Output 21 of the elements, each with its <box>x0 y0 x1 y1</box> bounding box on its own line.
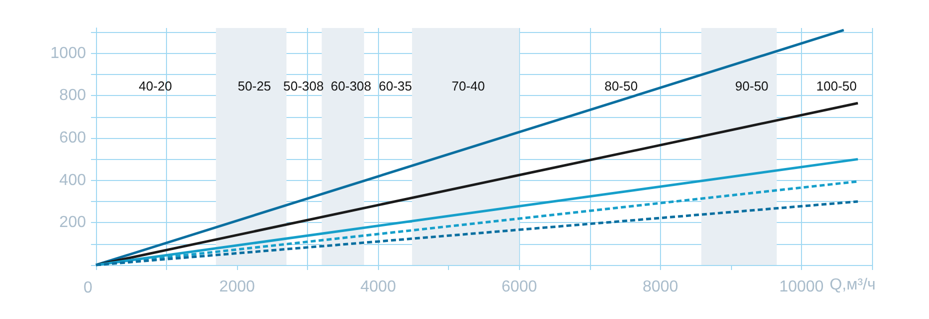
annotation: 60-308 <box>330 78 372 94</box>
y-tick-label: 800 <box>59 87 86 104</box>
y-tick-label: 400 <box>59 172 86 189</box>
x-axis-title: Q,м³/ч <box>830 276 876 294</box>
annotation: 50-25 <box>238 78 272 94</box>
annotation: 40-20 <box>138 78 172 94</box>
x-tick-label: 8000 <box>642 278 678 296</box>
y-tick-label: 600 <box>59 130 86 147</box>
annotation: 70-40 <box>452 78 485 94</box>
annotation: 100-50 <box>816 78 857 94</box>
x-tick-label: 10000 <box>779 278 824 296</box>
annotation: 60-35 <box>378 78 412 94</box>
annotation: 80-50 <box>604 78 638 94</box>
y-tick-label: 1000 <box>50 44 86 62</box>
x-tick-label: 6000 <box>501 278 538 296</box>
x-tick-label: 4000 <box>360 278 396 296</box>
x-tick-label: 2000 <box>219 278 255 296</box>
annotation: 50-308 <box>283 78 324 94</box>
y-tick-label: 200 <box>59 214 86 232</box>
x-tick-label: 0 <box>84 280 93 296</box>
annotation: 90-50 <box>735 78 768 94</box>
